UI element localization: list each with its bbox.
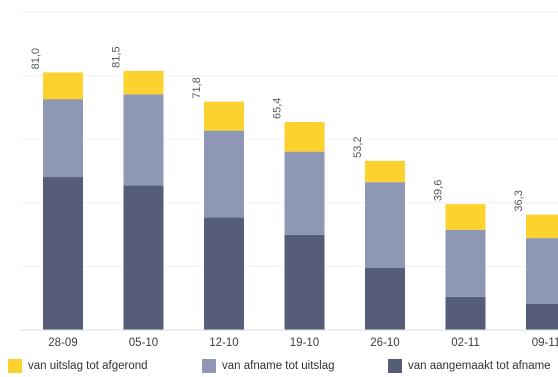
legend-item-afname-uitslag: van afname tot uitslag (202, 356, 335, 376)
legend-swatch (8, 359, 22, 373)
x-tick-label: 09-11 (532, 337, 558, 349)
bar-segment (123, 70, 164, 95)
bar-segment (284, 234, 325, 330)
bar-segment (123, 94, 164, 186)
total-label: 39,6 (433, 180, 445, 201)
x-tick-label: 05-10 (129, 337, 158, 349)
bar-series (43, 70, 558, 330)
bar-segment (204, 130, 244, 218)
x-tick-label: 02-11 (451, 337, 480, 349)
bar-segment (445, 229, 486, 297)
total-label: 36,3 (513, 190, 525, 211)
x-tick-label: 26-10 (370, 337, 399, 349)
total-label: 65,4 (272, 98, 284, 119)
legend-label: van aangemaakt tot afname (408, 360, 551, 372)
legend-label: van uitslag tot afgerond (28, 360, 148, 372)
bar-segment (445, 296, 486, 330)
bar-segment (526, 238, 558, 304)
legend-item-uitslag-afgerond: van uitslag tot afgerond (8, 356, 148, 376)
x-tick-label: 28-09 (48, 337, 77, 349)
bar-segment (365, 160, 405, 183)
total-label: 81,0 (30, 48, 42, 69)
total-label: 71,8 (191, 77, 203, 98)
x-tick-labels: 28-09 05-10 12-10 19-10 26-10 02-11 09-11 (48, 337, 558, 349)
bar-segment (284, 122, 325, 152)
legend-swatch (202, 359, 216, 373)
legend-swatch (388, 359, 402, 373)
legend: van uitslag tot afgerond van afname tot … (8, 356, 558, 376)
legend-item-aangemaakt-afname: van aangemaakt tot afname (388, 356, 551, 376)
bar-segment (284, 151, 325, 235)
total-label: 81,5 (111, 46, 123, 67)
bar-segment (445, 204, 486, 230)
x-tick-label: 19-10 (290, 337, 319, 349)
bar-segment (526, 214, 558, 239)
total-label: 53,2 (352, 136, 364, 157)
bar-segment (43, 99, 83, 178)
bar-segment (43, 177, 83, 330)
bar-segment (43, 72, 83, 100)
bar-segment (204, 101, 244, 131)
legend-label: van afname tot uitslag (222, 360, 335, 372)
bar-segment (123, 185, 164, 330)
bar-segment (526, 303, 558, 330)
bar-segment (204, 217, 244, 330)
stacked-bar-chart: 81,0 81,5 71,8 65,4 53,2 39,6 36,3 28-09 05-10 1… (20, 11, 558, 349)
bar-segment (365, 182, 405, 268)
total-labels: 81,0 81,5 71,8 65,4 53,2 39,6 36,3 (30, 46, 525, 211)
bar-segment (365, 267, 405, 330)
x-tick-label: 12-10 (209, 337, 238, 349)
